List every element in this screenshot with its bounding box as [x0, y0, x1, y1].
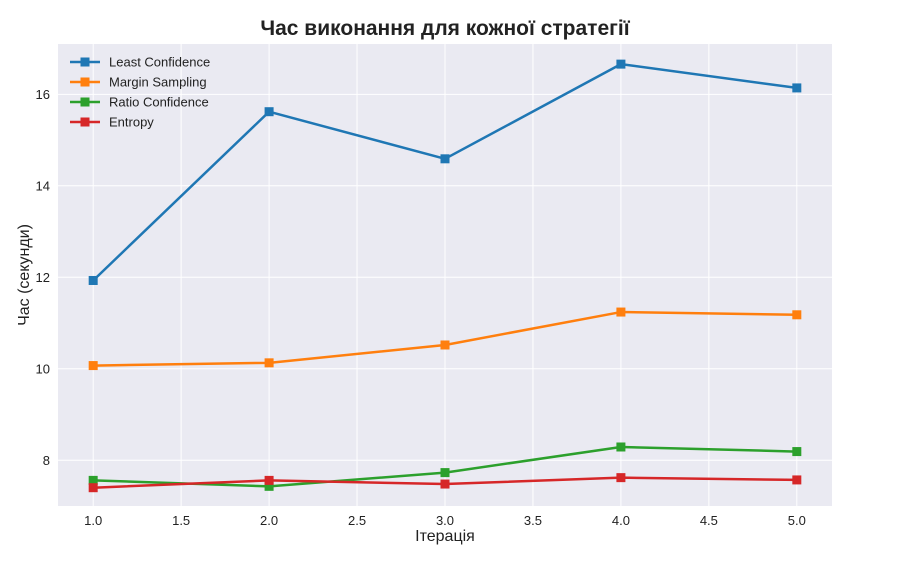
- legend-entry: Margin Sampling: [70, 75, 207, 90]
- legend-label: Entropy: [109, 115, 154, 130]
- data-point: [88, 475, 98, 485]
- y-axis-ticks: 8 10 12 14 16: [36, 87, 50, 468]
- y-axis-label: Час (секунди): [16, 224, 33, 326]
- y-tick-label: 12: [36, 270, 50, 285]
- legend-label: Least Confidence: [109, 55, 210, 70]
- data-point: [792, 447, 802, 457]
- chart-title: Час виконання для кожної стратегії: [260, 17, 630, 40]
- y-tick-label: 14: [36, 178, 50, 193]
- series-layer: [88, 59, 802, 493]
- x-tick-label: 1.0: [84, 513, 102, 528]
- data-point: [616, 442, 626, 452]
- x-tick-label: 4.5: [700, 513, 718, 528]
- data-point: [616, 473, 626, 483]
- series-margin-sampling: [88, 307, 802, 371]
- y-tick-label: 16: [36, 87, 50, 102]
- data-point: [792, 83, 802, 93]
- data-point: [440, 340, 450, 350]
- data-point: [440, 154, 450, 164]
- x-axis-ticks: 1.0 1.5 2.0 2.5 3.0 3.5 4.0 4.5 5.0: [84, 513, 806, 528]
- x-axis-label: Ітерація: [415, 528, 475, 545]
- legend: Least Confidence Margin Sampling Ratio Con…: [70, 55, 210, 130]
- data-point: [440, 479, 450, 489]
- x-tick-label: 2.0: [260, 513, 278, 528]
- legend-swatch-marker: [80, 117, 90, 127]
- x-tick-label: 5.0: [788, 513, 806, 528]
- legend-swatch-marker: [80, 77, 90, 87]
- data-point: [88, 361, 98, 371]
- legend-entry: Least Confidence: [70, 55, 210, 70]
- legend-swatch-marker: [80, 57, 90, 67]
- data-point: [440, 468, 450, 478]
- legend-label: Margin Sampling: [109, 75, 207, 90]
- data-point: [616, 307, 626, 317]
- data-point: [264, 358, 274, 368]
- data-point: [264, 481, 274, 491]
- legend-swatch-marker: [80, 97, 90, 107]
- y-tick-label: 8: [43, 453, 50, 468]
- series-ratio-confidence: [88, 442, 802, 491]
- y-tick-label: 10: [36, 361, 50, 376]
- data-point: [792, 310, 802, 320]
- data-point: [264, 475, 274, 485]
- x-tick-label: 3.0: [436, 513, 454, 528]
- data-point: [792, 475, 802, 485]
- x-tick-label: 1.5: [172, 513, 190, 528]
- data-point: [264, 107, 274, 117]
- legend-entry: Entropy: [70, 115, 154, 130]
- legend-label: Ratio Confidence: [109, 95, 209, 110]
- x-tick-label: 2.5: [348, 513, 366, 528]
- data-point: [88, 483, 98, 493]
- legend-entry: Ratio Confidence: [70, 95, 209, 110]
- data-point: [616, 59, 626, 69]
- series-entropy: [88, 473, 802, 493]
- x-tick-label: 3.5: [524, 513, 542, 528]
- data-point: [88, 275, 98, 285]
- x-tick-label: 4.0: [612, 513, 630, 528]
- grid-lines: [58, 44, 832, 506]
- series-least-confidence: [88, 59, 802, 285]
